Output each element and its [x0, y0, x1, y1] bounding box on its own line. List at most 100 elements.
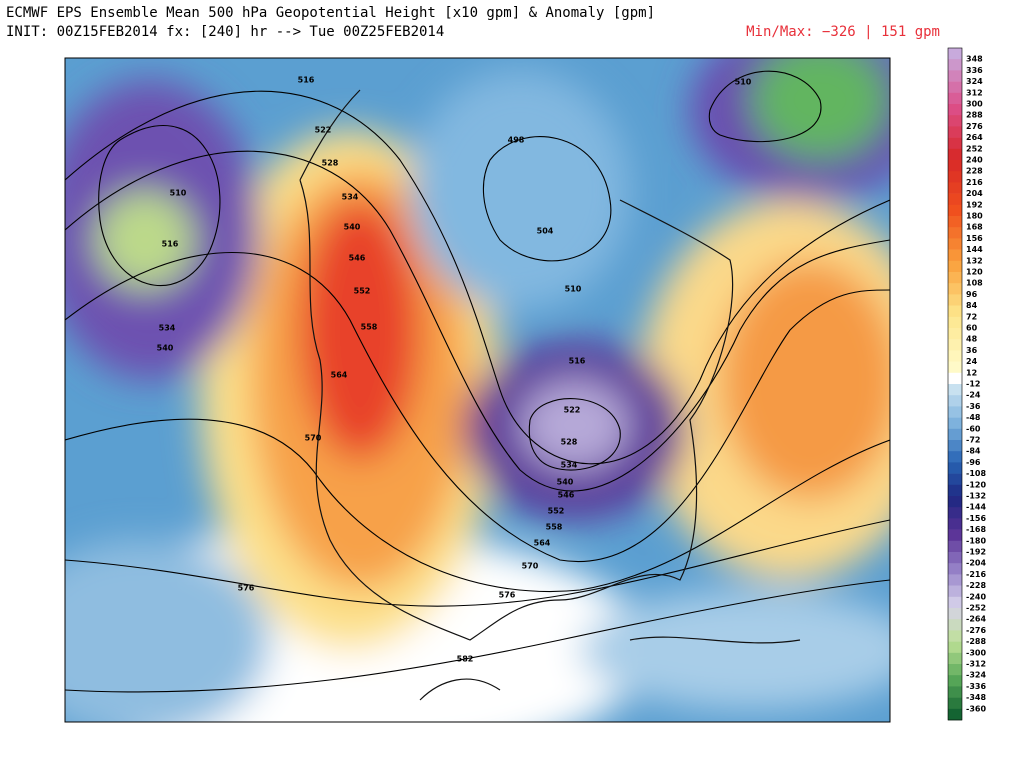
colorbar-frame [947, 47, 963, 721]
colorbar-label: 84 [966, 301, 978, 310]
colorbar-swatch [948, 440, 962, 452]
colorbar-swatch [948, 372, 962, 385]
colorbar-swatch [948, 619, 962, 631]
colorbar-swatch [948, 59, 962, 71]
contour-label: 564 [331, 371, 348, 380]
colorbar-swatch [948, 227, 962, 239]
colorbar-swatch [948, 540, 962, 553]
colorbar-swatch [948, 395, 962, 407]
contour-label: 546 [558, 491, 575, 500]
contour-label: 546 [349, 254, 366, 263]
colorbar-label: 168 [966, 223, 983, 232]
colorbar-swatch [948, 238, 962, 250]
colorbar-swatch [948, 249, 962, 262]
contour-label: 528 [561, 438, 578, 447]
colorbar-swatch [948, 574, 962, 586]
colorbar: 348 336 324 312 300 288 276 264 252 240 228 216 204 1… [947, 47, 986, 721]
colorbar-swatch [948, 518, 962, 530]
colorbar-swatch [948, 585, 962, 598]
colorbar-label: -48 [966, 413, 981, 422]
contour-label: 516 [569, 357, 586, 366]
colorbar-swatch [948, 171, 962, 183]
colorbar-label: -180 [966, 536, 986, 545]
colorbar-label: 252 [966, 144, 983, 153]
contour-label: 540 [344, 223, 361, 232]
contour-label: 534 [561, 461, 578, 470]
contour-label: 522 [315, 126, 332, 135]
colorbar-label: 36 [966, 346, 978, 355]
colorbar-label: -120 [966, 480, 986, 489]
contour-label: 576 [499, 591, 516, 600]
colorbar-label: 24 [966, 357, 978, 366]
colorbar-swatch [948, 104, 962, 116]
colorbar-label: -204 [966, 559, 986, 568]
colorbar-label: -264 [966, 615, 986, 624]
colorbar-label: -252 [966, 604, 986, 613]
colorbar-label: 12 [966, 368, 977, 377]
colorbar-label: -348 [966, 693, 986, 702]
colorbar-swatch [948, 283, 962, 295]
colorbar-swatch [948, 462, 962, 474]
colorbar-label: -108 [966, 469, 986, 478]
colorbar-label: 156 [966, 234, 983, 243]
colorbar-label: 228 [966, 167, 983, 176]
colorbar-swatch [948, 204, 962, 217]
colorbar-swatch [948, 496, 962, 508]
colorbar-swatch [948, 328, 962, 340]
colorbar-swatch [948, 484, 962, 497]
colorbar-label: 132 [966, 256, 983, 265]
contour-label: 570 [305, 434, 322, 443]
contour-label: 522 [564, 406, 581, 415]
colorbar-label: -84 [966, 447, 981, 456]
contour-label: 534 [342, 193, 359, 202]
colorbar-label: 276 [966, 122, 983, 131]
colorbar-label: -144 [966, 503, 986, 512]
contour-label: 498 [508, 136, 525, 145]
colorbar-label: 336 [966, 66, 983, 75]
colorbar-label: -216 [966, 570, 986, 579]
contour-label: 552 [548, 507, 565, 516]
colorbar-swatch [948, 81, 962, 94]
colorbar-swatch [948, 675, 962, 687]
colorbar-swatch [948, 126, 962, 138]
colorbar-swatch [948, 339, 962, 351]
colorbar-label: -324 [966, 671, 986, 680]
contour-label: 516 [162, 240, 179, 249]
init-time: INIT: 00Z15FEB2014 fx: [240] hr --> Tue … [6, 24, 444, 40]
colorbar-swatch [948, 529, 962, 542]
colorbar-label: 180 [966, 212, 983, 221]
colorbar-label: -12 [966, 380, 980, 389]
colorbar-label: -276 [966, 626, 986, 635]
colorbar-label: 300 [966, 100, 983, 109]
colorbar-label: -36 [966, 402, 981, 411]
colorbar-label: -300 [966, 648, 986, 657]
colorbar-label: 348 [966, 55, 983, 64]
contour-labels: 516 522 528 534 540 546 552 558 564 570 576 576 582 5… [157, 76, 752, 664]
colorbar-swatch [948, 552, 962, 564]
contour-label: 558 [361, 323, 378, 332]
contour-label: 552 [354, 287, 371, 296]
colorbar-swatch [948, 294, 962, 306]
colorbar-swatch [948, 115, 962, 127]
contour-label: 576 [238, 584, 255, 593]
min-max: Min/Max: −326 | 151 gpm [746, 24, 940, 40]
contour-label: 510 [565, 285, 582, 294]
contour-label: 528 [322, 159, 339, 168]
colorbar-label: 312 [966, 88, 983, 97]
contour-label: 540 [157, 344, 174, 353]
colorbar-label: -60 [966, 424, 981, 433]
colorbar-swatch [948, 664, 962, 676]
colorbar-label: -336 [966, 682, 986, 691]
contour-label: 516 [298, 76, 315, 85]
colorbar-label: -360 [966, 704, 986, 713]
colorbar-swatch [948, 272, 962, 284]
colorbar-label: 216 [966, 178, 983, 187]
colorbar-swatch [948, 608, 962, 620]
colorbar-label: -24 [966, 391, 981, 400]
colorbar-label: 72 [966, 312, 977, 321]
colorbar-swatch [948, 473, 962, 486]
colorbar-label: 324 [966, 77, 983, 86]
colorbar-label: -240 [966, 592, 986, 601]
colorbar-swatch [948, 563, 962, 575]
